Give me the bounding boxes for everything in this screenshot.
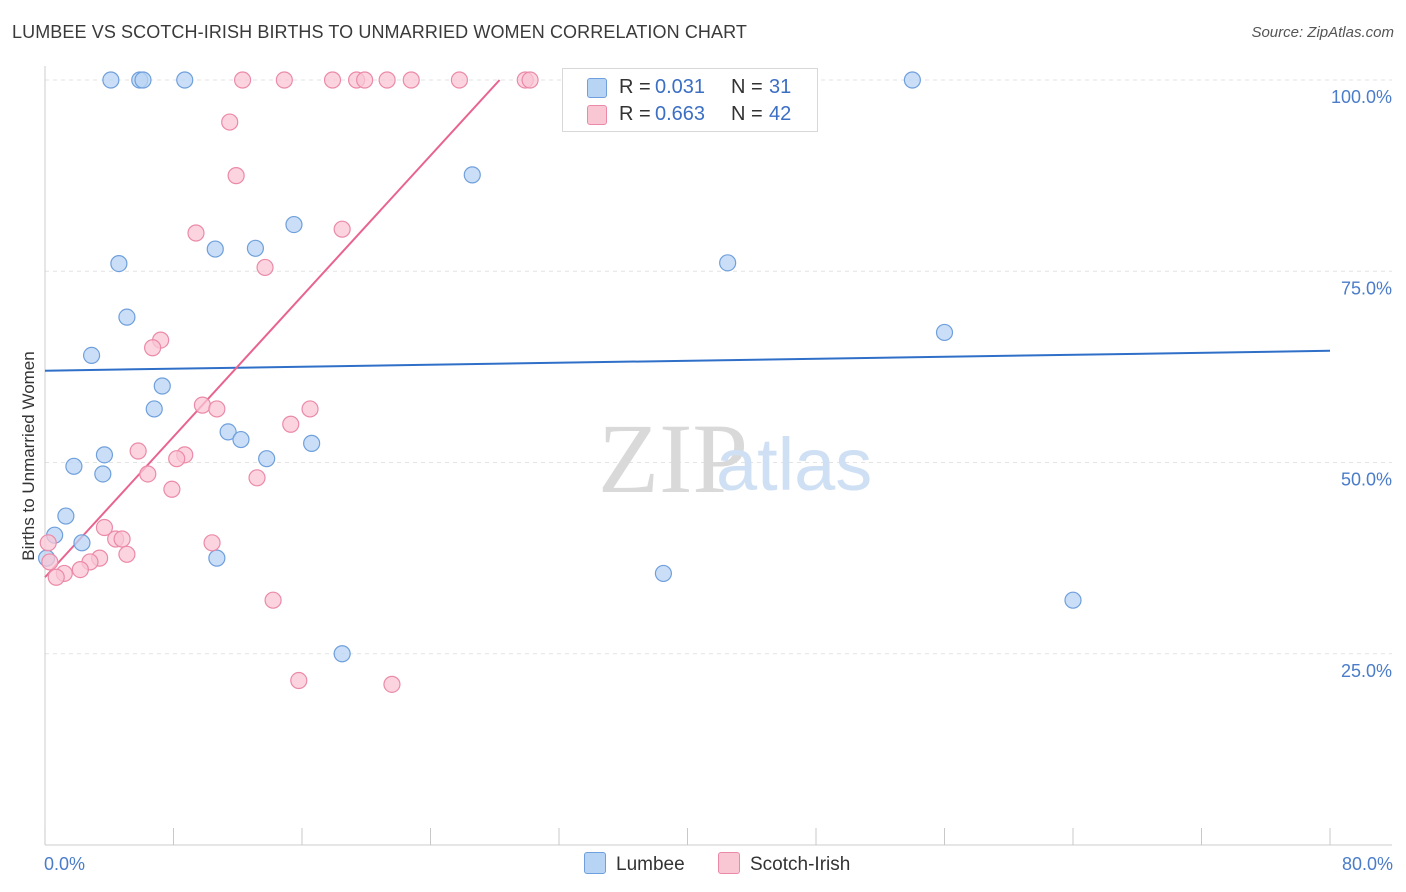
scotch-irish-point <box>221 113 239 131</box>
scotch-irish-point <box>39 534 57 552</box>
lumbee-point <box>102 71 120 89</box>
lumbee-point <box>95 446 114 464</box>
lumbee-point <box>232 430 250 449</box>
lumbee-point <box>57 507 75 525</box>
n-value: 31 <box>769 76 792 98</box>
lumbee-point <box>246 239 265 257</box>
lumbee-point <box>145 400 163 418</box>
scotch-irish-point <box>301 400 319 418</box>
scotch-irish-point <box>187 224 205 242</box>
x-tick-label: 80.0% <box>1342 854 1393 874</box>
scotch-irish-point <box>193 396 212 414</box>
scotch-irish-point <box>521 71 539 89</box>
scotch-irish-point <box>47 568 65 586</box>
n-label: N = <box>731 103 763 125</box>
lumbee-point <box>73 534 91 552</box>
scotch-irish-point <box>144 339 162 357</box>
lumbee-trend-line <box>44 349 1331 372</box>
lumbee-point <box>654 564 673 583</box>
r-label: R = <box>619 76 651 98</box>
scotch-irish-point <box>275 71 293 89</box>
lumbee-point <box>208 549 226 567</box>
lumbee-point <box>82 346 101 364</box>
x-tick-label: 0.0% <box>44 854 85 874</box>
lumbee-point <box>110 255 128 273</box>
lumbee-point <box>176 71 194 89</box>
r-value: 0.031 <box>655 76 706 98</box>
source-label: Source: ZipAtlas.com <box>1251 24 1394 41</box>
lumbee-point <box>258 450 276 468</box>
scotch-irish-point <box>402 71 420 89</box>
scotch-irish-legend-swatch <box>718 852 740 874</box>
scotch-irish-point <box>450 71 469 89</box>
scotch-irish-point <box>203 534 221 552</box>
scotch-irish-point <box>333 220 351 238</box>
lumbee-point <box>134 71 152 89</box>
point-layer <box>38 71 1082 693</box>
trend-layer <box>44 79 1331 578</box>
scotch-irish-point <box>139 465 157 483</box>
scotch-irish-point <box>163 480 181 498</box>
watermark-atlas: atlas <box>716 423 872 506</box>
lumbee-legend-swatch <box>584 852 606 874</box>
lumbee-point <box>206 240 224 258</box>
bottom-legend-scotch-irish: Scotch-Irish <box>718 852 850 876</box>
scotch-irish-point <box>71 560 89 579</box>
scotch-irish-point <box>256 258 274 277</box>
scotch-irish-trend-line <box>44 79 501 578</box>
lumbee-point <box>463 166 481 184</box>
lumbee-point <box>153 377 171 395</box>
lumbee-point <box>333 645 351 663</box>
scotch-irish-point <box>290 671 308 690</box>
y-tick-label: 75.0% <box>1341 278 1392 298</box>
scotch-irish-point <box>227 167 245 185</box>
lumbee-point <box>285 215 303 234</box>
scotch-irish-point <box>248 469 266 487</box>
scotch-irish-point <box>168 450 186 468</box>
y-tick-label: 100.0% <box>1331 87 1392 107</box>
scotch-irish-point <box>95 518 114 537</box>
lumbee-legend-label: Lumbee <box>616 854 685 875</box>
lumbee-point <box>935 323 954 342</box>
watermark-zip: ZIP <box>598 403 748 514</box>
scotch-irish-point <box>233 71 252 89</box>
n-value: 42 <box>769 103 792 125</box>
lumbee-point <box>94 465 112 483</box>
scotch-irish-point <box>41 553 59 571</box>
lumbee-point <box>219 423 237 441</box>
scotch-irish-point <box>282 415 300 433</box>
bottom-legend-lumbee: Lumbee <box>584 852 685 876</box>
lumbee-point <box>65 457 83 475</box>
scotch-irish-point <box>356 71 374 89</box>
scotch-irish-point <box>378 71 396 89</box>
y-tick-label: 50.0% <box>1341 470 1392 490</box>
scotch-irish-legend-label: Scotch-Irish <box>750 854 851 875</box>
chart-title: LUMBEE VS SCOTCH-IRISH BIRTHS TO UNMARRI… <box>12 22 748 42</box>
r-value: 0.663 <box>655 103 706 125</box>
scotch-irish-swatch <box>587 105 607 125</box>
scotch-irish-point <box>118 545 136 563</box>
lumbee-point <box>1064 591 1082 609</box>
lumbee-point <box>719 254 737 272</box>
stats-legend: R = 0.031 N = 31 R = 0.663 N = 42 <box>562 68 818 132</box>
lumbee-swatch <box>587 78 607 98</box>
scotch-irish-point <box>113 530 131 548</box>
y-axis-label: Births to Unmarried Women <box>19 351 38 560</box>
r-label: R = <box>619 103 651 125</box>
scotch-irish-point <box>208 400 226 418</box>
axis-layer <box>44 66 1392 846</box>
lumbee-point <box>903 71 921 89</box>
scotch-irish-point <box>129 442 147 460</box>
n-label: N = <box>731 76 763 98</box>
scotch-irish-point <box>323 71 342 89</box>
lumbee-point <box>118 308 136 326</box>
lumbee-point <box>303 434 321 452</box>
scotch-irish-point <box>264 591 282 609</box>
scotch-irish-point <box>383 675 401 693</box>
tick-label-layer: 25.0% 50.0% 75.0% 100.0% 0.0% 80.0% <box>44 87 1393 874</box>
y-tick-label: 25.0% <box>1341 661 1392 681</box>
